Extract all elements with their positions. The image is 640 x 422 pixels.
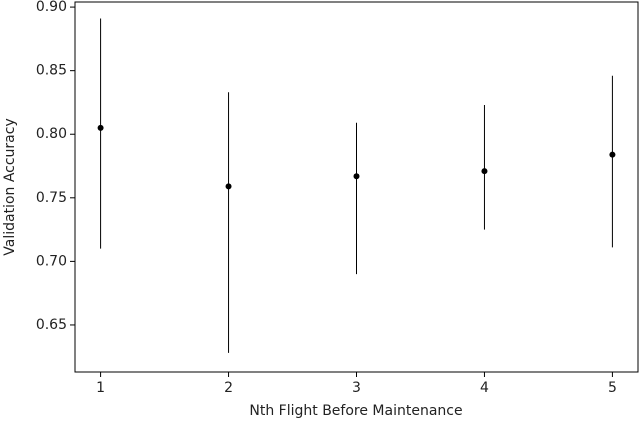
x-axis-label: Nth Flight Before Maintenance [249,403,462,419]
x-tick-label: 1 [96,380,105,396]
x-tick-label: 2 [224,380,233,396]
point [609,151,616,158]
point [225,183,232,190]
x-tick-label: 5 [608,380,617,396]
y-tick-label: 0.80 [36,126,67,142]
y-axis-label: Validation Accuracy [2,118,18,256]
point [353,173,360,180]
x-tick-label: 3 [352,380,361,396]
y-tick-label: 0.75 [36,190,67,206]
point [97,124,104,131]
y-tick-label: 0.90 [36,0,67,15]
y-tick-label: 0.70 [36,253,67,269]
y-tick-label: 0.65 [36,317,67,333]
y-tick-label: 0.85 [36,63,67,79]
point [481,168,488,175]
x-tick-label: 4 [480,380,489,396]
